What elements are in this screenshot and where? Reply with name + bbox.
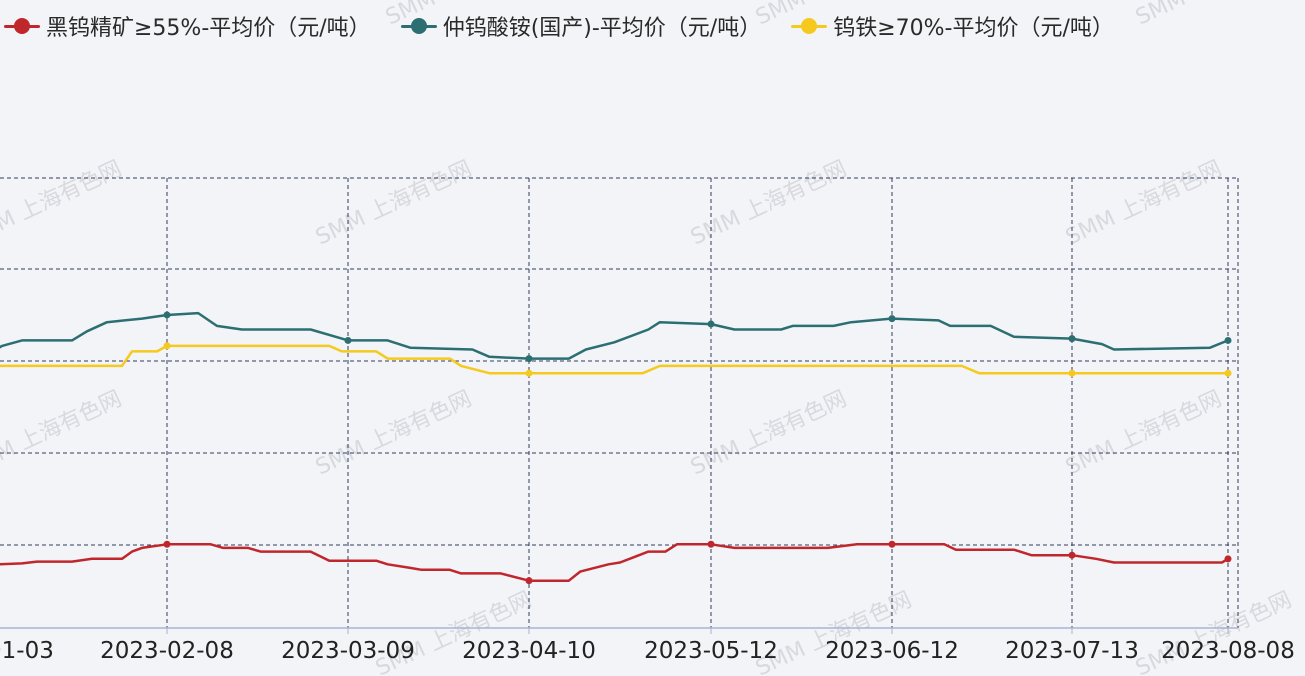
x-tick-label: 2023-02-08 <box>100 638 234 664</box>
data-point <box>1068 551 1076 559</box>
x-tick-label: 2023-05-12 <box>644 638 778 664</box>
watermark-text: SMM 上海有色网 <box>382 0 546 30</box>
data-point <box>1224 369 1232 377</box>
legend-item-2[interactable]: 仲钨酸铵(国产)-平均价（元/吨） <box>400 10 762 42</box>
data-point <box>888 315 896 323</box>
watermark-text: SMM 上海有色网 <box>0 156 126 250</box>
data-point <box>344 336 352 344</box>
legend-swatch-3 <box>791 16 828 36</box>
data-point <box>1224 336 1232 344</box>
series-layer <box>0 311 1232 585</box>
data-point <box>707 540 715 548</box>
series-line-3 <box>0 344 1228 375</box>
x-tick-label: 2023-01-03 <box>0 638 54 664</box>
x-tick-label: 2023-07-13 <box>1005 638 1139 664</box>
data-point <box>163 540 171 548</box>
data-point <box>525 369 533 377</box>
watermark-text: SMM 上海有色网 <box>312 156 476 250</box>
x-tick-label: 2023-06-12 <box>825 638 959 664</box>
watermark-text: SMM 上海有色网 <box>687 156 851 250</box>
legend-swatch-1 <box>4 16 40 36</box>
series-line-1 <box>0 543 1229 582</box>
watermark-text: SMM 上海有色网 <box>1062 386 1226 480</box>
watermark-text: SMM 上海有色网 <box>312 386 476 480</box>
x-tick-label: 2023-03-09 <box>281 638 415 664</box>
data-point <box>1068 335 1076 343</box>
grid-layer <box>0 177 1239 634</box>
legend-item-1[interactable]: 黑钨精矿≥55%-平均价（元/吨） <box>4 10 371 42</box>
data-point <box>1224 555 1232 563</box>
x-tick-label: 2023-04-10 <box>462 638 596 664</box>
legend-label-2: 仲钨酸铵(国产)-平均价（元/吨） <box>442 16 762 41</box>
watermark-text: SMM 上海有色网 <box>687 386 851 480</box>
watermark-text: SMM 上海有色网 <box>1062 156 1226 250</box>
data-point <box>525 355 533 363</box>
data-point <box>525 577 533 585</box>
chart-legend: 黑钨精矿≥55%-平均价（元/吨） 仲钨酸铵(国产)-平均价（元/吨） 钨铁≥70%… <box>0 8 1144 44</box>
watermark-text: SMM 上海有色网 <box>1132 0 1296 30</box>
legend-label-1: 黑钨精矿≥55%-平均价（元/吨） <box>46 16 371 41</box>
x-tick-label: 2023-08-08 <box>1161 638 1295 664</box>
legend-label-3: 钨铁≥70%-平均价（元/吨） <box>833 16 1114 41</box>
data-point <box>1068 369 1076 377</box>
legend-item-3[interactable]: 钨铁≥70%-平均价（元/吨） <box>791 10 1114 42</box>
data-point <box>163 311 171 319</box>
data-point <box>707 320 715 328</box>
watermark-text: SMM 上海有色网 <box>0 386 126 480</box>
data-point <box>163 342 171 350</box>
series-line-2 <box>0 311 1229 360</box>
legend-swatch-2 <box>400 16 437 36</box>
x-tick-labels: 2023-01-03 2023-02-08 2023-03-09 2023-04-10… <box>0 638 1295 664</box>
watermark-text: SMM 上海有色网 <box>752 0 916 30</box>
data-point <box>888 540 896 548</box>
